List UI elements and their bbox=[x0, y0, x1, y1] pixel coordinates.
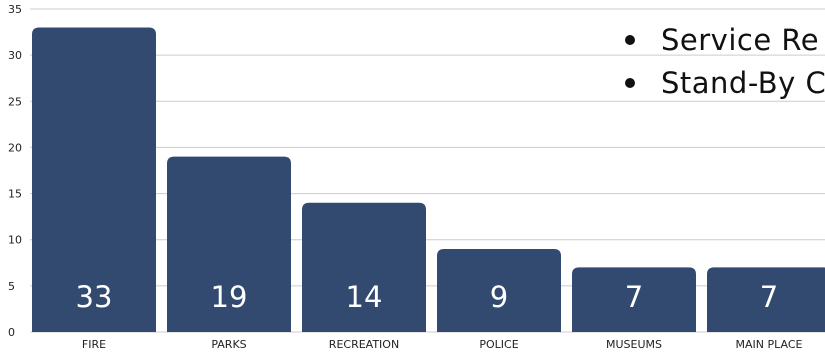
bar-data-label: 19 bbox=[211, 280, 248, 314]
bar bbox=[572, 267, 696, 332]
legend-item-label: Service Re bbox=[661, 22, 820, 57]
gridlines bbox=[30, 8, 825, 333]
bar bbox=[707, 267, 825, 332]
bar-data-label: 7 bbox=[760, 280, 778, 314]
bullet-icon bbox=[625, 77, 635, 88]
y-tick-label: 35 bbox=[8, 3, 22, 16]
bar-data-label: 7 bbox=[625, 280, 643, 314]
y-axis-ticks: 0 5 10 15 20 25 30 35 bbox=[8, 3, 22, 339]
x-axis-ticks: FIRE PARKS RECREATION POLICE MUSEUMS MAIN PLA… bbox=[82, 338, 803, 351]
x-tick-label: MUSEUMS bbox=[606, 338, 662, 351]
bullet-icon bbox=[625, 34, 635, 45]
bar bbox=[302, 202, 426, 332]
legend: Service Re Stand-By C bbox=[622, 18, 825, 104]
x-tick-label: MAIN PLACE bbox=[736, 338, 803, 351]
y-tick-label: 15 bbox=[8, 188, 22, 201]
legend-item: Stand-By C bbox=[622, 61, 825, 104]
bar-data-labels: 33 19 14 9 7 7 bbox=[76, 280, 779, 314]
y-tick-label: 5 bbox=[8, 280, 15, 293]
x-tick-label: PARKS bbox=[211, 338, 246, 351]
y-tick-label: 20 bbox=[8, 141, 22, 154]
bar-data-label: 33 bbox=[76, 280, 113, 314]
y-tick-label: 25 bbox=[8, 95, 22, 108]
bar-data-label: 14 bbox=[346, 280, 383, 314]
bar bbox=[32, 27, 156, 332]
y-tick-label: 0 bbox=[8, 326, 15, 339]
x-tick-label: FIRE bbox=[82, 338, 106, 351]
bar-data-label: 9 bbox=[490, 280, 508, 314]
y-tick-label: 30 bbox=[8, 49, 22, 62]
legend-item-label: Stand-By C bbox=[661, 65, 825, 100]
legend-item: Service Re bbox=[622, 18, 825, 61]
bars bbox=[32, 27, 825, 332]
x-tick-label: RECREATION bbox=[329, 338, 399, 351]
y-tick-label: 10 bbox=[8, 234, 22, 247]
x-tick-label: POLICE bbox=[479, 338, 518, 351]
bar bbox=[437, 248, 561, 332]
bar bbox=[167, 156, 291, 332]
